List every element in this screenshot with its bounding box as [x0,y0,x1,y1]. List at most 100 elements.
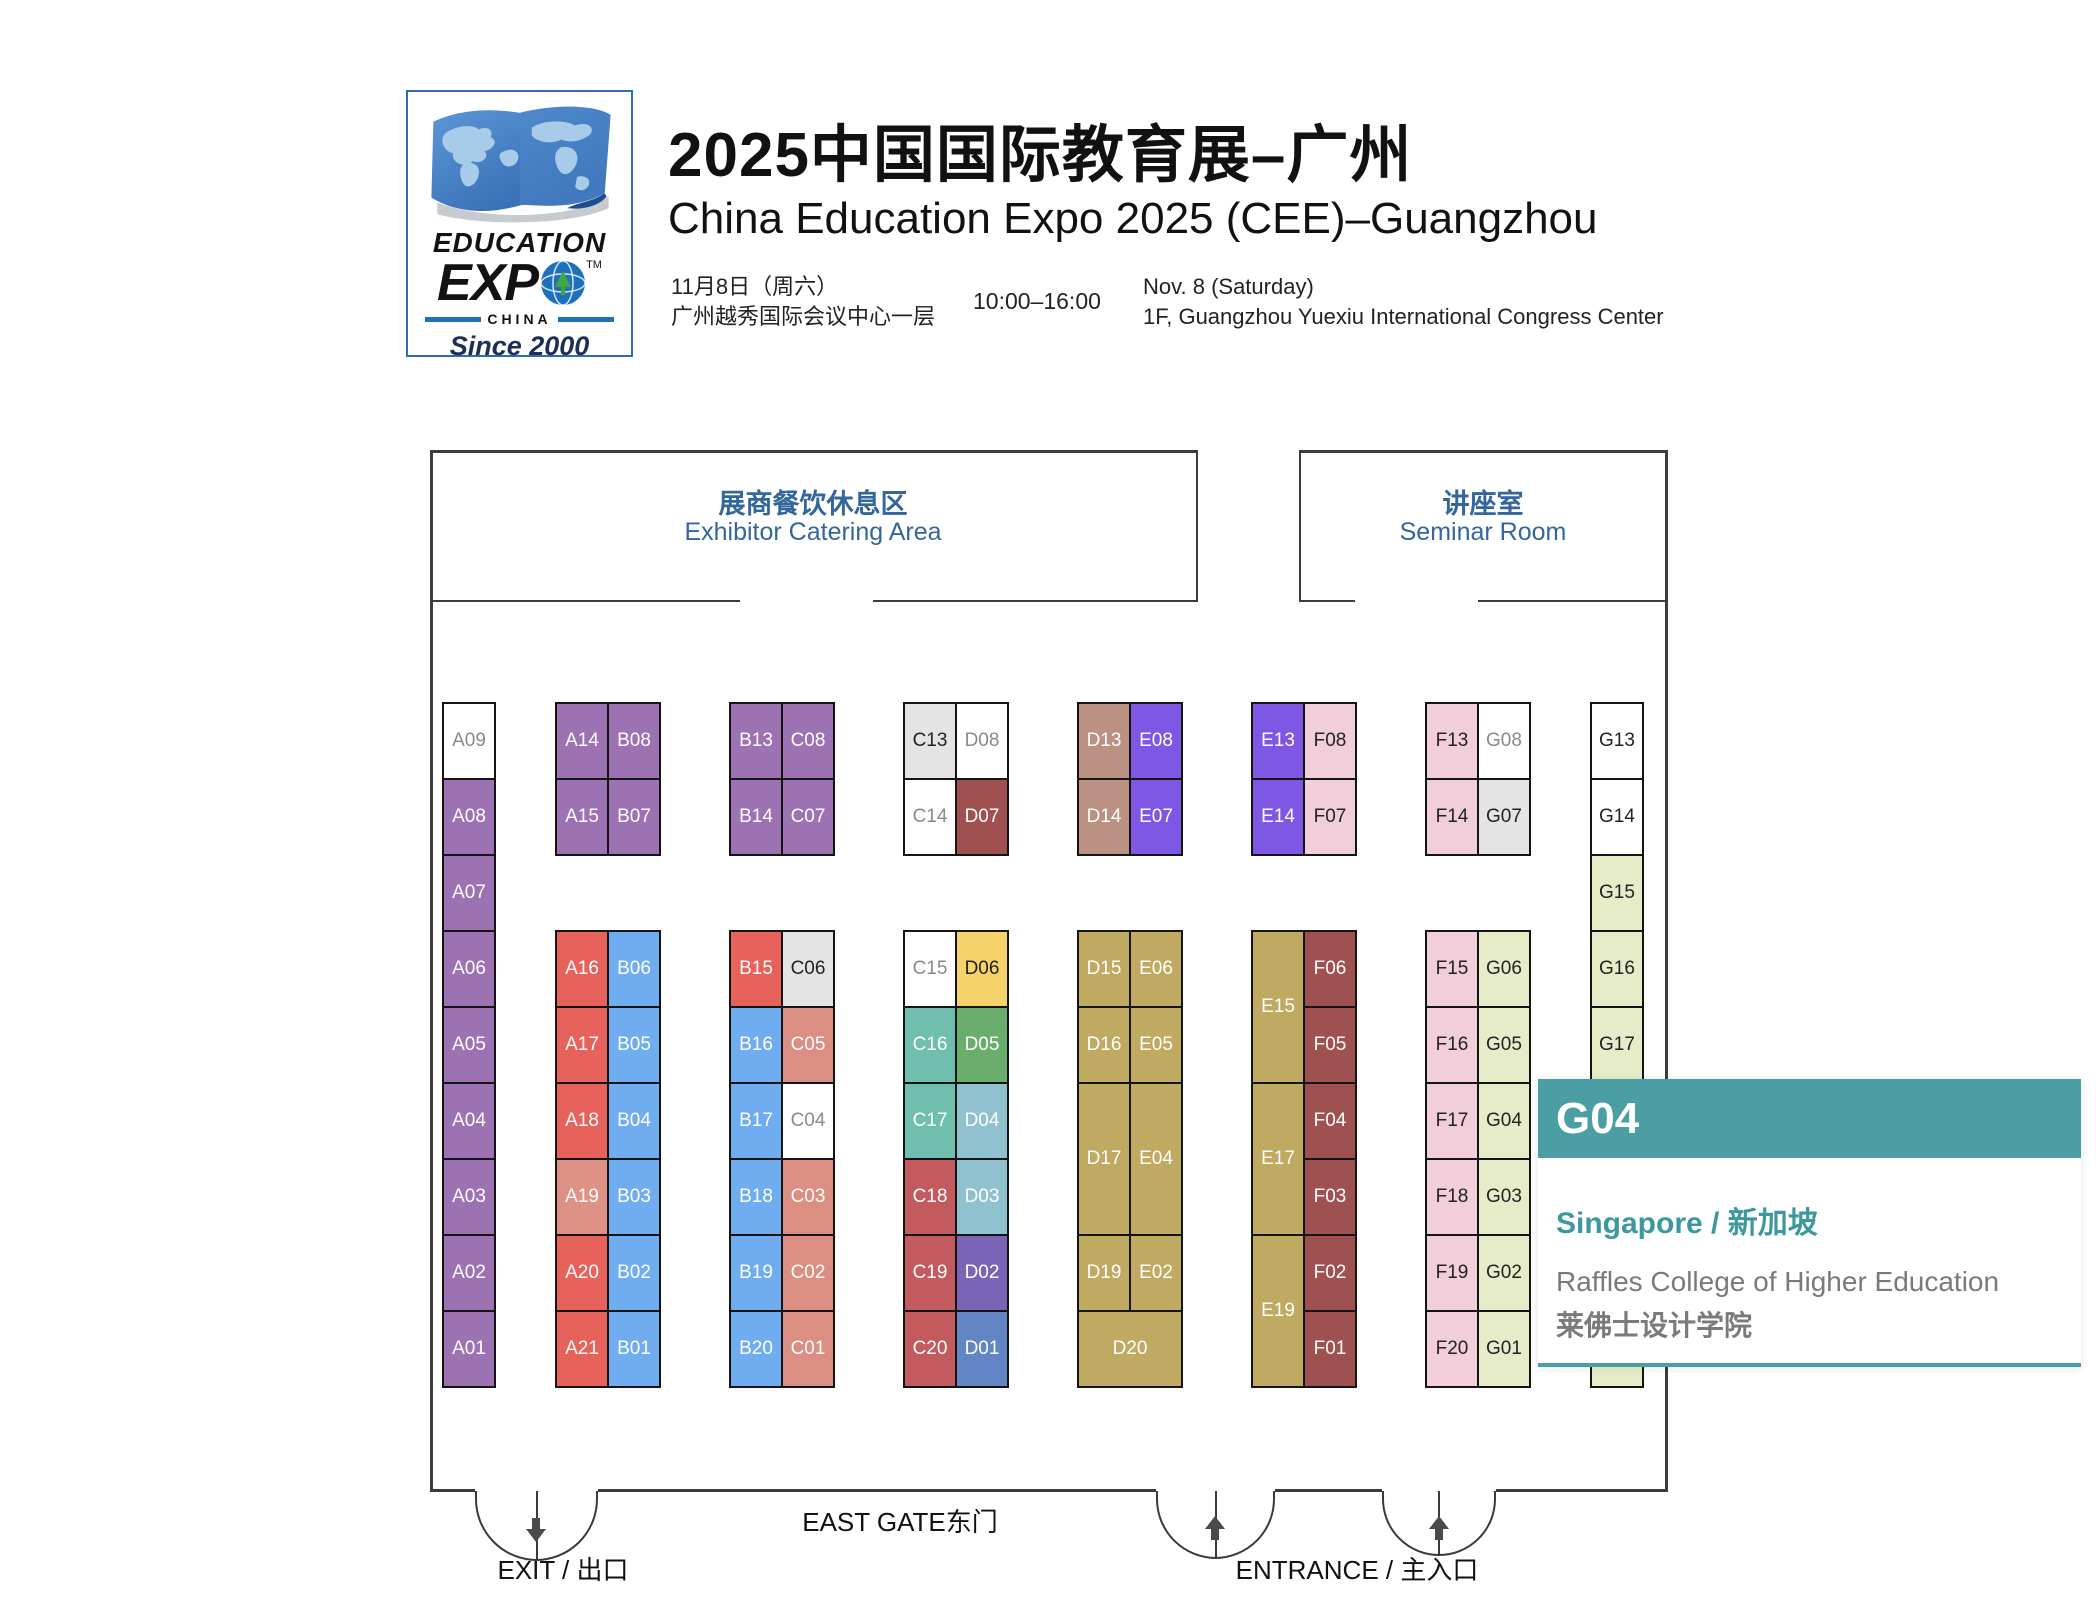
booth-F05[interactable]: F05 [1303,1006,1357,1084]
booth-E14[interactable]: E14 [1251,778,1305,856]
booth-D04[interactable]: D04 [955,1082,1009,1160]
booth-F20[interactable]: F20 [1425,1310,1479,1388]
booth-A07[interactable]: A07 [442,854,496,932]
booth-F17[interactable]: F17 [1425,1082,1479,1160]
booth-C18[interactable]: C18 [903,1158,957,1236]
booth-C07[interactable]: C07 [781,778,835,856]
booth-B04[interactable]: B04 [607,1082,661,1160]
booth-C13[interactable]: C13 [903,702,957,780]
booth-G02[interactable]: G02 [1477,1234,1531,1312]
booth-F03[interactable]: F03 [1303,1158,1357,1236]
booth-G08[interactable]: G08 [1477,702,1531,780]
booth-C03[interactable]: C03 [781,1158,835,1236]
booth-E06[interactable]: E06 [1129,930,1183,1008]
booth-B20[interactable]: B20 [729,1310,783,1388]
booth-D16[interactable]: D16 [1077,1006,1131,1084]
booth-D03[interactable]: D03 [955,1158,1009,1236]
booth-A03[interactable]: A03 [442,1158,496,1236]
booth-A19[interactable]: A19 [555,1158,609,1236]
booth-B14[interactable]: B14 [729,778,783,856]
booth-E13[interactable]: E13 [1251,702,1305,780]
booth-A09[interactable]: A09 [442,702,496,780]
booth-B16[interactable]: B16 [729,1006,783,1084]
booth-A18[interactable]: A18 [555,1082,609,1160]
booth-A21[interactable]: A21 [555,1310,609,1388]
booth-F01[interactable]: F01 [1303,1310,1357,1388]
booth-E19[interactable]: E19 [1251,1234,1305,1388]
booth-A05[interactable]: A05 [442,1006,496,1084]
booth-G01[interactable]: G01 [1477,1310,1531,1388]
booth-D20[interactable]: D20 [1077,1310,1183,1388]
booth-A17[interactable]: A17 [555,1006,609,1084]
booth-G14[interactable]: G14 [1590,778,1644,856]
booth-D05[interactable]: D05 [955,1006,1009,1084]
booth-C04[interactable]: C04 [781,1082,835,1160]
booth-G07[interactable]: G07 [1477,778,1531,856]
booth-B06[interactable]: B06 [607,930,661,1008]
booth-D19[interactable]: D19 [1077,1234,1131,1312]
booth-A14[interactable]: A14 [555,702,609,780]
booth-G15[interactable]: G15 [1590,854,1644,932]
booth-A16[interactable]: A16 [555,930,609,1008]
booth-A15[interactable]: A15 [555,778,609,856]
booth-B08[interactable]: B08 [607,702,661,780]
booth-G06[interactable]: G06 [1477,930,1531,1008]
booth-B02[interactable]: B02 [607,1234,661,1312]
booth-F13[interactable]: F13 [1425,702,1479,780]
booth-C19[interactable]: C19 [903,1234,957,1312]
booth-E17[interactable]: E17 [1251,1082,1305,1236]
booth-B05[interactable]: B05 [607,1006,661,1084]
booth-B03[interactable]: B03 [607,1158,661,1236]
booth-A08[interactable]: A08 [442,778,496,856]
booth-C15[interactable]: C15 [903,930,957,1008]
booth-D07[interactable]: D07 [955,778,1009,856]
booth-F19[interactable]: F19 [1425,1234,1479,1312]
booth-C20[interactable]: C20 [903,1310,957,1388]
booth-G13[interactable]: G13 [1590,702,1644,780]
booth-D02[interactable]: D02 [955,1234,1009,1312]
booth-G17[interactable]: G17 [1590,1006,1644,1084]
booth-G04[interactable]: G04 [1477,1082,1531,1160]
booth-C02[interactable]: C02 [781,1234,835,1312]
booth-D14[interactable]: D14 [1077,778,1131,856]
booth-E02[interactable]: E02 [1129,1234,1183,1312]
booth-D17[interactable]: D17 [1077,1082,1131,1236]
booth-F06[interactable]: F06 [1303,930,1357,1008]
booth-C06[interactable]: C06 [781,930,835,1008]
booth-F16[interactable]: F16 [1425,1006,1479,1084]
booth-D13[interactable]: D13 [1077,702,1131,780]
booth-C05[interactable]: C05 [781,1006,835,1084]
booth-A06[interactable]: A06 [442,930,496,1008]
booth-C01[interactable]: C01 [781,1310,835,1388]
booth-C08[interactable]: C08 [781,702,835,780]
booth-B13[interactable]: B13 [729,702,783,780]
booth-A02[interactable]: A02 [442,1234,496,1312]
booth-D15[interactable]: D15 [1077,930,1131,1008]
booth-D01[interactable]: D01 [955,1310,1009,1388]
booth-B01[interactable]: B01 [607,1310,661,1388]
booth-A01[interactable]: A01 [442,1310,496,1388]
booth-E04[interactable]: E04 [1129,1082,1183,1236]
booth-B07[interactable]: B07 [607,778,661,856]
booth-G05[interactable]: G05 [1477,1006,1531,1084]
booth-D08[interactable]: D08 [955,702,1009,780]
booth-F14[interactable]: F14 [1425,778,1479,856]
booth-C14[interactable]: C14 [903,778,957,856]
booth-B18[interactable]: B18 [729,1158,783,1236]
booth-B15[interactable]: B15 [729,930,783,1008]
booth-F02[interactable]: F02 [1303,1234,1357,1312]
booth-G03[interactable]: G03 [1477,1158,1531,1236]
booth-E07[interactable]: E07 [1129,778,1183,856]
booth-G16[interactable]: G16 [1590,930,1644,1008]
booth-A20[interactable]: A20 [555,1234,609,1312]
booth-F18[interactable]: F18 [1425,1158,1479,1236]
booth-F15[interactable]: F15 [1425,930,1479,1008]
booth-C17[interactable]: C17 [903,1082,957,1160]
booth-D06[interactable]: D06 [955,930,1009,1008]
booth-E08[interactable]: E08 [1129,702,1183,780]
booth-F08[interactable]: F08 [1303,702,1357,780]
booth-B17[interactable]: B17 [729,1082,783,1160]
booth-A04[interactable]: A04 [442,1082,496,1160]
booth-C16[interactable]: C16 [903,1006,957,1084]
booth-E15[interactable]: E15 [1251,930,1305,1084]
